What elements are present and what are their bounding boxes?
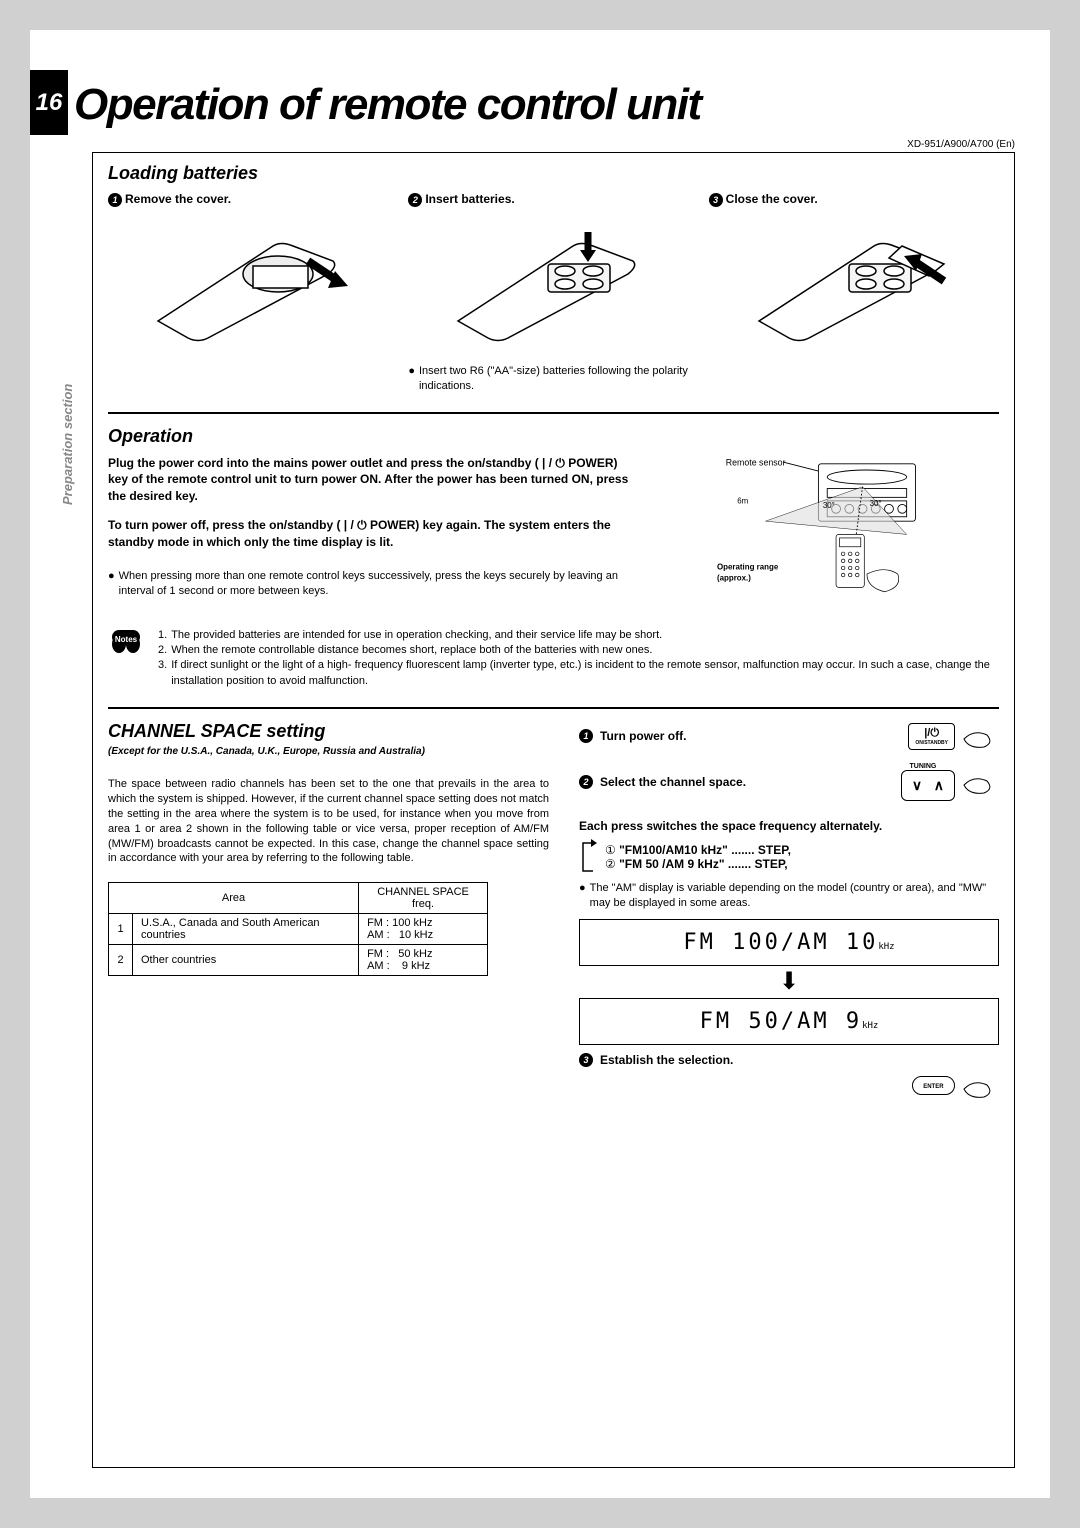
battery-steps-row: 1Remove the cover. 2Insert batteries. [108,192,999,394]
hand-press-icon [959,721,999,751]
table-row: 2 Other countries FM : 50 kHzAM : 9 kHz [109,945,488,976]
step3-label: Close the cover. [726,192,818,206]
page-title: Operation of remote control unit [74,80,701,130]
svg-text:6m: 6m [737,496,748,505]
ch-step3: 3 Establish the selection. [579,1053,999,1067]
ch-step2: 2 Select the channel space. TUNING ∨ ∧ [579,763,999,801]
content-frame: Loading batteries 1Remove the cover. [92,152,1015,1468]
svg-text:(approx.): (approx.) [717,573,751,582]
remote-close-cover-illustration [709,213,999,358]
operation-para1: Plug the power cord into the mains power… [108,455,639,505]
svg-text:Notes: Notes [115,635,138,644]
on-standby-button-icon: |/⏻ ON/STANDBY [908,723,955,750]
operating-range-diagram: Remote sensor 6m 30° 30° [659,455,999,610]
each-press-label: Each press switches the space frequency … [579,819,999,833]
step2-note: ● Insert two R6 ("AA"-size) batteries fo… [408,364,698,394]
hand-press-icon [959,1071,999,1101]
bullet-icon: ● [579,881,586,911]
hand-press-icon [959,767,999,797]
heading-channel-space: CHANNEL SPACE setting [108,721,549,742]
remote-sensor-label: Remote sensor [726,457,786,467]
channel-para: The space between radio channels has bee… [108,777,549,866]
channel-except-note: (Except for the U.S.A., Canada, U.K., Eu… [108,746,549,757]
svg-text:30°: 30° [823,501,835,510]
channel-space-table: Area CHANNEL SPACE freq. 1 U.S.A., Canad… [108,882,488,976]
bullet-icon: ● [408,364,415,394]
note-1: The provided batteries are intended for … [171,628,662,643]
operation-para2: To turn power off, press the on/standby … [108,517,639,551]
step-num-3: 3 [709,193,723,207]
tuning-button-icon: TUNING ∨ ∧ [891,763,955,801]
step-num-2: 2 [408,193,422,207]
display-fm50: FM 50/AM 9kHz [579,998,999,1045]
operation-bullet: When pressing more than one remote contr… [119,569,639,599]
page-container: 16 Operation of remote control unit XD-9… [30,30,1050,1498]
svg-text:30°: 30° [870,499,882,508]
display-fm100: FM 100/AM 10kHz [579,919,999,966]
sidebar-section-label: Preparation section [60,384,75,505]
note-2: When the remote controllable distance be… [171,643,652,658]
step1-label: Remove the cover. [125,192,231,206]
notes-icon: Notes [108,628,148,661]
remote-insert-batteries-illustration [408,213,698,358]
battery-step-2: 2Insert batteries. ● [408,192,698,394]
note-3: If direct sunlight or the light of a hig… [171,658,999,689]
table-header-freq: CHANNEL SPACE freq. [359,883,488,914]
table-header-area: Area [109,883,359,914]
step2-label: Insert batteries. [425,192,514,206]
model-info: XD-951/A900/A700 (En) [907,139,1015,150]
notes-block: Notes 1.The provided batteries are inten… [108,628,999,690]
page-number: 16 [30,70,68,135]
ch-step1: 1 Turn power off. |/⏻ ON/STANDBY [579,721,999,751]
am-display-note: The "AM" display is variable depending o… [590,881,999,911]
heading-operation: Operation [108,426,999,447]
operation-text: Plug the power cord into the mains power… [108,455,639,610]
battery-step-1: 1Remove the cover. [108,192,398,394]
battery-step-3: 3Close the cover. [709,192,999,394]
step-num-1: 1 [108,193,122,207]
divider [108,707,999,709]
bullet-icon: ● [108,569,115,599]
divider [108,412,999,414]
table-row: 1 U.S.A., Canada and South American coun… [109,914,488,945]
heading-loading-batteries: Loading batteries [108,163,999,184]
enter-button-icon: ENTER [912,1076,954,1095]
arrow-down-icon: ⬇ [579,970,999,994]
cycle-arrow-icon [579,837,599,877]
remote-cover-remove-illustration [108,213,398,358]
svg-text:Operating range: Operating range [717,562,779,571]
